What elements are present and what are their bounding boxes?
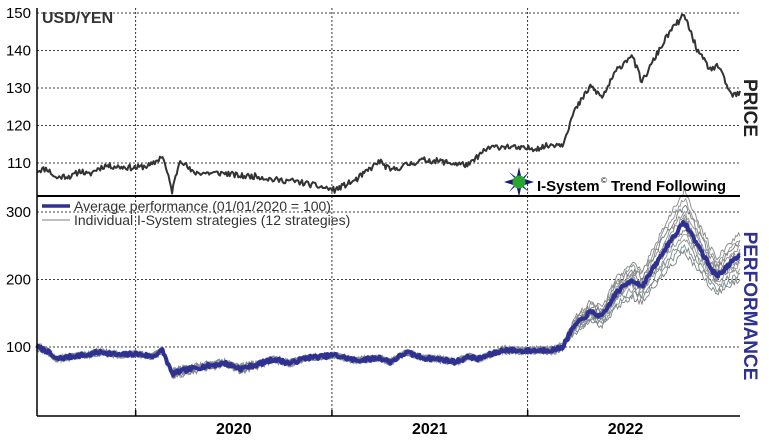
- year-tick-label: 2022: [608, 421, 644, 438]
- year-tick-label: 2020: [216, 421, 252, 438]
- performance-tick-label: 300: [6, 204, 31, 221]
- star-icon: [504, 167, 534, 197]
- price-tick-label: 140: [6, 43, 31, 60]
- price-tick-label: 120: [6, 118, 31, 135]
- average-performance-line: [35, 219, 741, 378]
- performance-tick-label: 200: [6, 272, 31, 289]
- legend-average-label: Average performance (01/01/2020 = 100): [74, 198, 331, 214]
- performance-tick-label: 100: [6, 339, 31, 356]
- legend-individual-label: Individual I-System strategies (12 strat…: [74, 212, 350, 228]
- usd-yen-price-line-group: [36, 13, 741, 195]
- year-tick-labels: 2020 2021 2022: [216, 421, 643, 438]
- performance-grid: [37, 211, 740, 348]
- brand-suffix: Trend Following: [611, 178, 726, 195]
- brand-name: I-System: [537, 178, 600, 195]
- performance-axis-label: PERFORMANCE: [739, 232, 760, 381]
- average-performance-line-group: [35, 219, 741, 378]
- price-tick-labels: 110 120 130 140 150: [6, 5, 31, 172]
- price-tick-label: 150: [6, 5, 31, 22]
- usd-yen-price-line: [36, 13, 741, 195]
- price-axis-label: PRICE: [739, 79, 760, 137]
- price-tick-label: 130: [6, 80, 31, 97]
- year-tick-label: 2021: [412, 421, 448, 438]
- price-tick-label: 110: [7, 155, 31, 172]
- brand-trademark: ©: [601, 176, 607, 185]
- i-system-logo: I-System © Trend Following: [504, 167, 726, 197]
- pair-title: USD/YEN: [42, 10, 113, 27]
- performance-tick-labels: 100 200 300: [6, 204, 31, 356]
- legend: Average performance (01/01/2020 = 100) I…: [42, 198, 350, 228]
